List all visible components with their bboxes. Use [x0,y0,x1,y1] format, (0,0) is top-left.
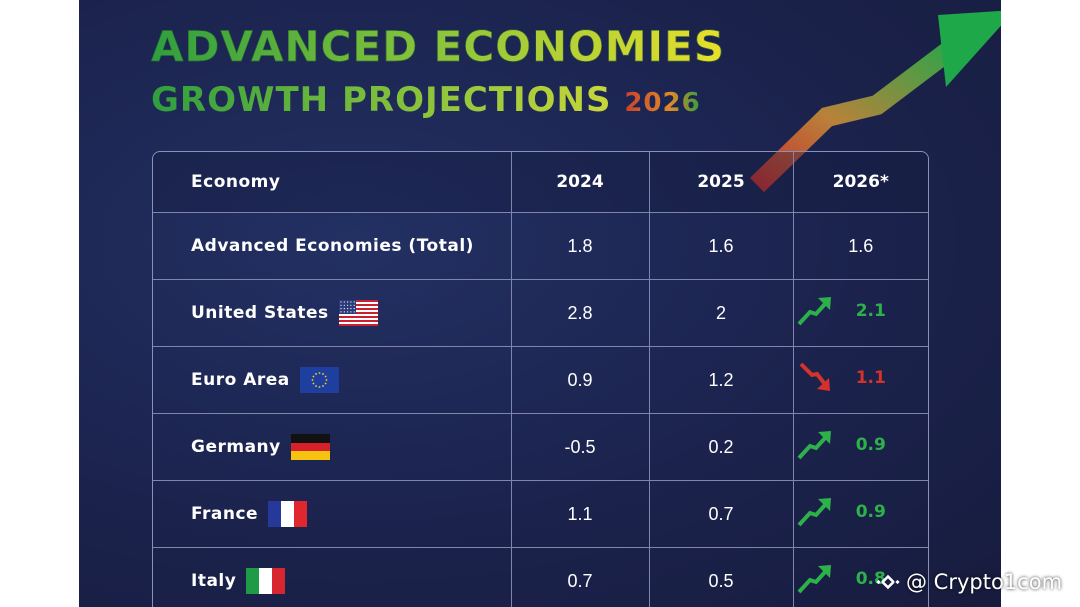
binance-logo-icon [876,574,900,590]
projection-wrap: 0.9 [796,495,886,529]
projection-cell: 0.8 [793,547,928,607]
value-y2025: 1.6 [649,212,794,280]
value-y2024: 0.7 [511,547,650,607]
us-flag-icon [338,300,378,326]
value-y2025: 0.7 [649,480,794,548]
value-y2026: 0.9 [855,435,886,455]
germany-flag-icon [290,434,330,460]
economy-name: Germany [191,437,281,457]
page-subtitle: GROWTH PROJECTIONS 2026 [151,78,701,125]
projections-table: Economy 2024 2025 2026* Advanced Economi… [152,151,929,607]
value-y2024: 0.9 [511,346,650,414]
italy-flag-icon [246,568,286,594]
trend-down-arrow-icon [799,362,830,391]
table-row: Advanced Economies (Total) 1.8 1.6 1.6 [153,212,928,280]
economy-cell: Germany [153,413,512,481]
economy-cell: France [153,480,512,548]
projection-wrap: 0.8 [796,562,886,596]
projection-wrap: 0.9 [796,428,886,462]
value-y2025: 0.2 [649,413,794,481]
column-header: Economy [153,152,512,213]
projection-wrap: 2.1 [796,294,886,328]
trend-up-arrow-icon [797,297,831,326]
value-y2024: 1.1 [511,480,650,548]
value-y2026: 2.1 [855,301,886,321]
value-y2025: 0.5 [649,547,794,607]
watermark: @ Crypto1com [876,566,1062,598]
projection-cell: 0.9 [793,413,928,481]
eu-flag-icon [299,367,339,393]
poster: ADVANCED ECONOMIES GROWTH PROJECTIONS 20… [79,0,1001,607]
projection-cell: 2.1 [793,279,928,347]
economy-cell: Advanced Economies (Total) [153,212,512,280]
france-flag-icon [268,501,308,527]
value-y2025: 2 [649,279,794,347]
page-title: ADVANCED ECONOMIES [151,22,726,72]
economy-name: United States [191,303,329,323]
value-y2026: 0.8 [855,569,886,589]
projection-cell: 1.1 [793,346,928,414]
table-row: Euro Area 0.9 1.2 1.1 [153,346,928,414]
value-y2024: -0.5 [511,413,650,481]
value-y2026: 1.1 [855,368,886,388]
economy-name: Italy [191,571,237,591]
projection-wrap: 1.1 [796,361,886,395]
projection-cell: 0.9 [793,480,928,548]
value-y2025: 1.2 [649,346,794,414]
table-row: France 1.1 0.7 0.9 [153,480,928,548]
economy-name: Advanced Economies (Total) [191,236,474,256]
value-y2026: 1.6 [848,235,874,256]
value-y2024: 2.8 [511,279,650,347]
economy-name: France [191,504,259,524]
table-row: Italy 0.7 0.5 0.8 [153,547,928,607]
column-header: 2025 [649,152,794,213]
watermark-text: @ Crypto1com [906,570,1063,594]
trend-up-arrow-icon [797,431,831,460]
subtitle-year: 2026 [624,88,701,118]
trend-up-arrow-icon [797,498,831,527]
table-header-row: Economy 2024 2025 2026* [153,152,928,213]
table-row: Germany -0.5 0.2 0.9 [153,413,928,481]
economy-cell: United States [153,279,512,347]
economy-cell: Italy [153,547,512,607]
value-y2026: 0.9 [855,502,886,522]
value-y2024: 1.8 [511,212,650,280]
economy-cell: Euro Area [153,346,512,414]
table-row: United States 2.8 2 2.1 [153,279,928,347]
column-header: 2026* [793,152,928,213]
subtitle-main: GROWTH PROJECTIONS [151,80,612,120]
projection-cell: 1.6 [793,212,928,280]
column-header: 2024 [511,152,650,213]
trend-up-arrow-icon [797,565,831,594]
economy-name: Euro Area [191,370,290,390]
